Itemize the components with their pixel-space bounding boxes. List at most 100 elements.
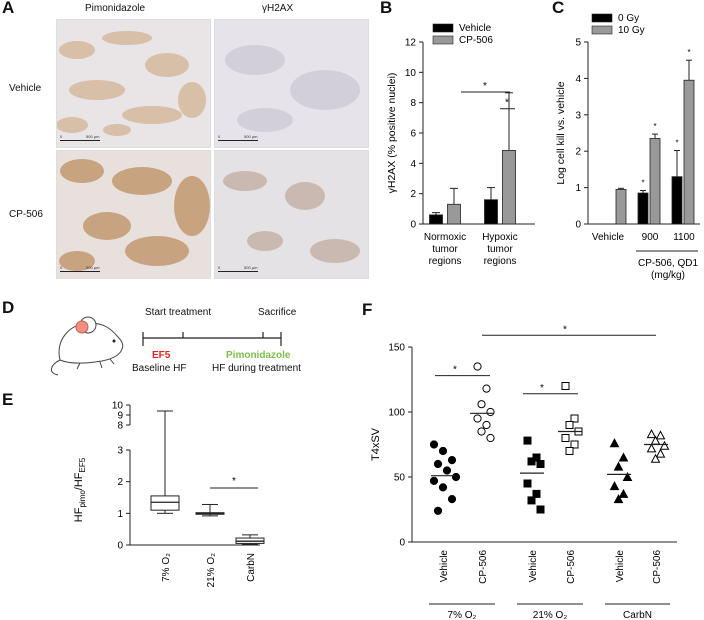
- x-group-label: CarbN: [623, 610, 652, 620]
- scale-bar-label: 500 µm: [86, 134, 100, 139]
- bar: [429, 214, 443, 225]
- x-tick-label: 900: [642, 232, 659, 243]
- significance-star: *: [540, 383, 544, 394]
- legend-label: Vehicle: [459, 23, 492, 34]
- x-tick-label: CP-506: [652, 550, 663, 584]
- data-point: [536, 505, 545, 514]
- data-point: [655, 448, 666, 458]
- data-point: [429, 476, 439, 485]
- x-tick-label: CP-506: [478, 550, 489, 584]
- x-group-label: CP-506, QD1: [638, 258, 698, 269]
- bar: [649, 138, 661, 225]
- data-point: [618, 452, 629, 462]
- y-tick-label: 3: [117, 446, 123, 457]
- panel-letter-e: E: [2, 390, 14, 409]
- y-tick-label: 0: [575, 220, 581, 231]
- x-tick-label: Vehicle: [439, 550, 450, 583]
- x-group-label: (mg/kg): [651, 270, 685, 281]
- bar: [502, 150, 516, 225]
- scale-bar: [218, 271, 258, 272]
- scale-bar-label: 500 µm: [244, 134, 258, 139]
- scale-bar-label: 500 µm: [244, 265, 258, 270]
- data-point: [429, 440, 439, 449]
- y-tick-label: 0: [399, 538, 405, 549]
- x-tick-label: CarbN: [246, 553, 257, 582]
- micrograph-pimonidazole-vehicle: [56, 19, 211, 148]
- data-point: [527, 496, 536, 505]
- y-tick-label: 0: [117, 541, 123, 552]
- y-tick-label: 10: [405, 68, 417, 79]
- y-tick-label: 50: [394, 473, 406, 484]
- data-point: [438, 483, 448, 492]
- y-axis-label: γH2AX (% positive nuclei): [386, 73, 398, 194]
- data-point: [447, 495, 457, 504]
- bar: [447, 203, 461, 225]
- significance-star: *: [505, 98, 509, 109]
- data-point: [442, 466, 452, 475]
- data-point: [646, 429, 657, 439]
- micrograph-gh2ax-vehicle: [214, 19, 369, 148]
- significance-star: *: [687, 48, 690, 57]
- legend-label: 0 Gy: [618, 13, 639, 24]
- scale-bar: [60, 140, 100, 141]
- y-tick-label: 4: [410, 159, 416, 170]
- legend-label: CP-506: [459, 35, 493, 46]
- x-group-label: 7% O₂: [448, 610, 477, 620]
- y-tick-label: 1: [575, 183, 581, 194]
- data-point: [527, 457, 536, 466]
- significance-star: *: [675, 138, 678, 147]
- hf-during-treatment-label: HF during treatment: [212, 363, 301, 374]
- panel-letter-a: A: [2, 0, 15, 17]
- data-point: [536, 460, 545, 468]
- micrograph-pimonidazole-cp506: [56, 150, 211, 279]
- significance-star: *: [641, 179, 644, 188]
- data-point: [570, 414, 579, 423]
- y-tick-label: 8: [410, 98, 416, 109]
- legend-swatch: [591, 13, 613, 23]
- data-point: [447, 456, 457, 465]
- data-point: [473, 362, 482, 371]
- x-tick-label: 7% O₂: [161, 553, 172, 582]
- x-tick-label: 21% O₂: [206, 553, 217, 588]
- box: [150, 495, 180, 511]
- x-tick-label: 1100: [673, 232, 695, 243]
- x-tick-label: Vehicle: [528, 550, 539, 583]
- y-tick-label: 2: [117, 477, 123, 488]
- y-axis-label: Log cell kill vs. vehicle: [555, 81, 567, 184]
- data-point: [561, 382, 570, 390]
- chart-c: 0 1 2 3 4 5 Log cell kill vs. vehicle * * * * Vehic…: [555, 13, 700, 281]
- data-point: [609, 438, 620, 448]
- start-treatment-label: Start treatment: [145, 307, 212, 318]
- data-point: [565, 447, 574, 455]
- data-point: [451, 472, 461, 482]
- legend-swatch: [432, 35, 454, 45]
- legend-swatch: [432, 23, 454, 33]
- y-tick-label: 10: [112, 401, 124, 412]
- data-point: [433, 459, 443, 469]
- data-point: [609, 481, 620, 491]
- row-label-cp506: CP-506: [9, 209, 43, 220]
- data-point: [486, 407, 495, 417]
- panel-letter-c: C: [552, 0, 565, 17]
- y-tick-label: 2: [410, 189, 416, 200]
- y-tick-label: 2: [575, 147, 581, 158]
- x-tick-label: Normoxic: [424, 232, 466, 243]
- data-point: [613, 494, 624, 504]
- baseline-hf-label: Baseline HF: [132, 363, 187, 374]
- y-axis-label: HFpimo/HFEF5: [73, 457, 87, 522]
- y-tick-label: 1: [117, 509, 123, 520]
- row-label-vehicle: Vehicle: [9, 83, 42, 94]
- micrograph-gh2ax-cp506: [214, 150, 369, 279]
- data-point: [646, 443, 657, 453]
- timeline: [142, 332, 282, 346]
- y-tick-label: 4: [575, 74, 581, 85]
- mouse-icon: [51, 316, 124, 376]
- legend-swatch: [591, 25, 613, 35]
- significance-star: *: [563, 324, 567, 335]
- ef5-label: EF5: [152, 350, 171, 361]
- data-point: [438, 446, 448, 456]
- gh2ax-header: γH2AX: [262, 3, 294, 14]
- data-point: [613, 461, 624, 471]
- scale-bar: [218, 140, 258, 141]
